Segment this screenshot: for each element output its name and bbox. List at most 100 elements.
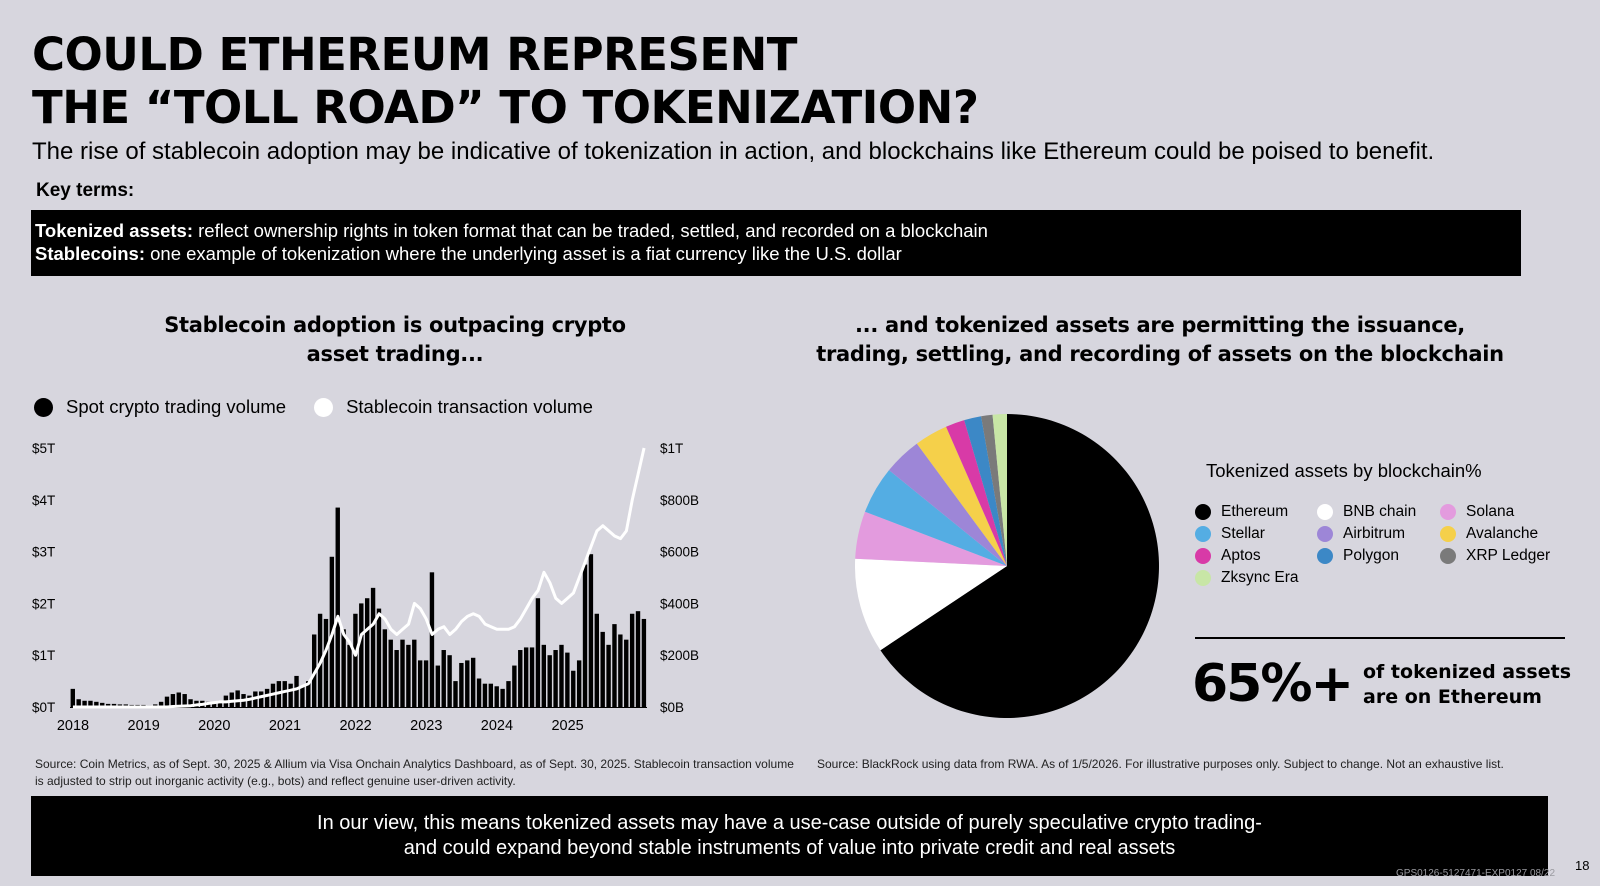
bar	[341, 629, 346, 707]
bar	[364, 598, 370, 707]
y-right-tick-label: $400B	[660, 596, 699, 611]
pie-chart	[855, 414, 1159, 718]
bar	[264, 688, 270, 707]
bar	[306, 681, 311, 707]
pie-slice-xrp-ledger	[981, 414, 1007, 566]
bar	[94, 701, 99, 707]
pie-legend-item: Polygon	[1317, 547, 1399, 565]
callout-caption-line: are on Ethereum	[1363, 686, 1542, 708]
bar	[441, 650, 446, 707]
bar	[571, 670, 576, 707]
pie-legend-item: Airbitrum	[1317, 525, 1405, 543]
bar	[182, 694, 187, 707]
bar	[247, 695, 252, 707]
bar	[618, 634, 623, 707]
pie-legend-label: Airbitrum	[1343, 525, 1406, 542]
pie-legend-item: BNB chain	[1317, 503, 1416, 521]
bar	[382, 629, 388, 707]
bar	[429, 572, 435, 707]
bar	[417, 660, 423, 707]
bar	[70, 688, 75, 707]
bar	[111, 703, 117, 707]
y-right-tick-label: $0B	[660, 700, 684, 715]
bar	[76, 699, 81, 707]
legend-item-spot: Spot crypto trading volume	[34, 396, 286, 418]
pie-legend-item: Zksync Era	[1195, 569, 1299, 587]
legend-item-stablecoin: Stablecoin transaction volume	[314, 396, 593, 418]
source-line: is adjusted to strip out inorganic activ…	[35, 774, 516, 788]
bar	[523, 647, 529, 707]
bar	[488, 683, 494, 707]
bar	[559, 644, 564, 707]
bar	[412, 639, 417, 707]
bar	[476, 678, 482, 707]
bar	[323, 618, 329, 707]
bar	[406, 644, 411, 707]
pie-legend-label: Zksync Era	[1221, 569, 1299, 586]
definition-term: Tokenized assets:	[35, 220, 193, 241]
pie-slice-ethereum	[880, 414, 1159, 718]
bar	[535, 598, 541, 707]
pie-legend-label: Aptos	[1221, 547, 1261, 564]
pie-chart-source: Source: BlackRock using data from RWA. A…	[817, 757, 1504, 771]
pie-legend-label: Solana	[1466, 503, 1515, 520]
fine-print: GPS0126-5127471-EXP0127 08/22	[1396, 868, 1556, 879]
bar	[500, 688, 505, 707]
x-tick-label: 2023	[410, 718, 442, 730]
bar	[158, 701, 164, 707]
bar	[635, 611, 641, 707]
legend-label: Stablecoin transaction volume	[346, 396, 593, 417]
pie-legend-item: Stellar	[1195, 525, 1265, 543]
bar	[82, 700, 87, 707]
pie-legend-swatch	[1195, 526, 1211, 542]
bar	[459, 662, 464, 707]
bar	[176, 692, 181, 707]
bar-chart-title-line: Stablecoin adoption is outpacing crypto	[164, 313, 626, 337]
pie-legend-item: Solana	[1440, 503, 1514, 521]
x-tick-label: 2018	[57, 718, 89, 730]
pie-chart-title-line: trading, settling, and recording of asse…	[816, 342, 1504, 366]
y-left-tick-label: $3T	[32, 545, 55, 560]
page-number: 18	[1575, 858, 1590, 873]
bar	[529, 647, 535, 707]
legend-swatch-stablecoin	[314, 397, 334, 417]
legend-swatch-spot	[34, 397, 53, 417]
bar	[576, 660, 582, 707]
bar	[582, 564, 588, 707]
bar-chart: $0T $1T $2T $3T $4T $5T $0B $200B $400B $600B $800…	[32, 441, 699, 730]
pie-legend-swatch	[1317, 526, 1333, 542]
bar	[447, 655, 452, 707]
y-left-tick-label: $1T	[32, 648, 55, 663]
pie-legend-label: Ethereum	[1221, 503, 1289, 520]
bar	[388, 639, 393, 707]
pie-slice-zksync-era	[992, 414, 1007, 566]
pie-legend-swatch	[1195, 548, 1211, 564]
bar	[394, 650, 399, 707]
y-left-tick-label: $2T	[32, 596, 55, 611]
bar	[588, 554, 594, 707]
callout-value: 65%+	[1192, 654, 1354, 714]
y-right-tick-label: $800B	[660, 493, 699, 508]
pie-legend-label: Polygon	[1343, 547, 1400, 564]
y-left-tick-label: $0T	[32, 700, 55, 715]
pie-legend-label: Avalanche	[1466, 525, 1539, 542]
bar	[470, 657, 476, 707]
pie-slice-polygon	[964, 416, 1007, 566]
title-line: COULD ETHEREUM REPRESENT	[32, 28, 798, 81]
bar	[435, 665, 441, 707]
bar	[288, 683, 293, 707]
pie-slice-airbitrum	[889, 443, 1007, 566]
bar-chart-legend: Spot crypto trading volume Stablecoin tr…	[34, 396, 621, 418]
bar	[606, 644, 611, 707]
callout-caption: of tokenized assets are on Ethereum	[1363, 660, 1571, 710]
legend-label: Spot crypto trading volume	[66, 396, 287, 417]
bar	[217, 700, 223, 707]
pie-legend-label: BNB chain	[1343, 503, 1417, 520]
pie-slice-aptos	[946, 420, 1007, 566]
pie-legend-label: Stellar	[1221, 525, 1265, 542]
pie-legend-swatch	[1440, 504, 1456, 520]
pie-legend-swatch	[1317, 548, 1333, 564]
bar	[353, 613, 358, 707]
bar	[359, 603, 364, 707]
bar	[376, 608, 382, 707]
